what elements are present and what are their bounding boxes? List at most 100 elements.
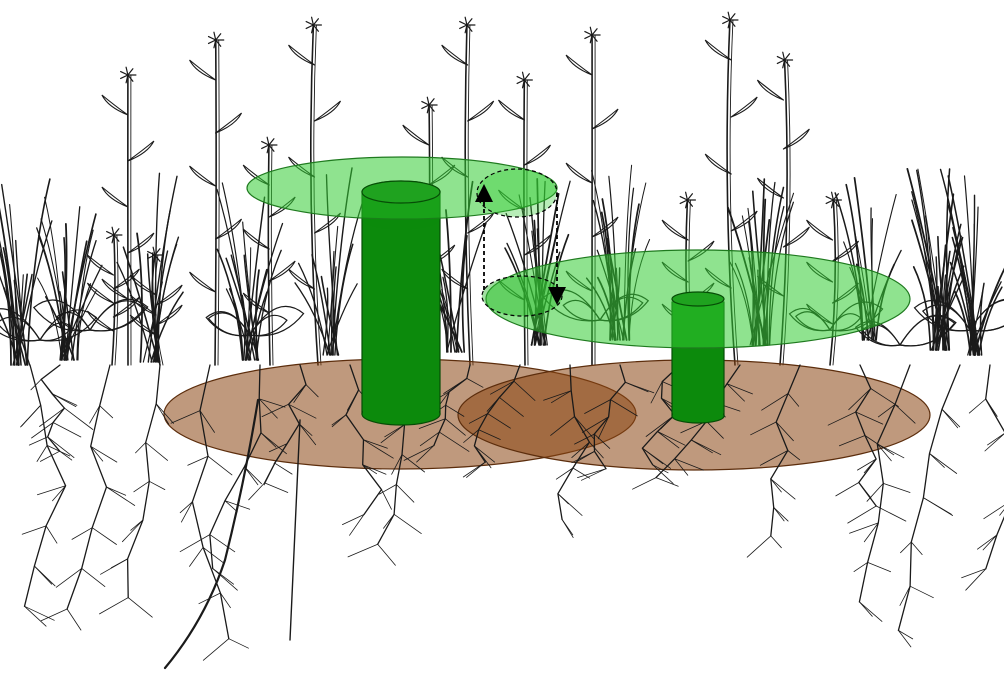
sketch-line xyxy=(181,501,193,523)
sketch-line xyxy=(3,287,27,366)
sketch-line xyxy=(572,467,591,479)
sketch-line xyxy=(428,98,435,106)
sketch-line xyxy=(831,240,860,262)
sketch-line xyxy=(466,18,473,26)
sketch-line xyxy=(473,364,521,463)
sketch-line xyxy=(913,299,971,332)
sketch-line xyxy=(909,585,934,599)
sketch-line xyxy=(574,416,594,439)
sketch-line xyxy=(463,429,480,443)
canopy-overlap-upper xyxy=(476,168,558,218)
sketch-line xyxy=(244,466,259,486)
sketch-line xyxy=(215,39,222,47)
sketch-line xyxy=(261,144,270,150)
sketch-line xyxy=(574,433,595,445)
sketch-line xyxy=(207,455,233,476)
stem-short-top xyxy=(671,291,725,307)
sketch-line xyxy=(71,239,97,361)
sketch-line xyxy=(441,44,469,66)
sketch-line xyxy=(157,209,171,363)
sketch-line xyxy=(466,461,486,478)
sketch-line xyxy=(40,608,68,622)
sketch-line xyxy=(839,435,866,447)
sketch-line xyxy=(179,501,193,514)
sketch-line xyxy=(51,393,78,406)
sketch-line xyxy=(26,178,51,366)
sketch-line xyxy=(207,39,217,45)
sketch-line xyxy=(0,312,20,366)
sketch-line xyxy=(726,383,745,402)
sketch-line xyxy=(859,601,883,622)
sketch-line xyxy=(242,228,270,250)
sketch-line xyxy=(216,248,244,361)
sketch-line xyxy=(770,478,782,493)
sketch-line xyxy=(523,79,526,366)
sketch-line xyxy=(847,505,877,524)
sketch-line xyxy=(130,519,144,531)
sketch-line xyxy=(632,477,657,490)
sketch-line xyxy=(882,483,911,493)
sketch-line xyxy=(214,112,243,134)
sketch-line xyxy=(661,219,689,241)
sketch-line xyxy=(288,268,316,290)
sketch-line xyxy=(418,418,446,429)
sketch-line xyxy=(2,247,16,366)
sketch-line xyxy=(0,316,41,342)
sketch-line xyxy=(56,311,91,332)
sketch-line xyxy=(212,568,238,591)
sketch-line xyxy=(268,260,296,282)
sketch-line xyxy=(487,413,511,429)
sketch-line xyxy=(853,562,868,572)
sketch-line xyxy=(983,504,1004,520)
sketch-line xyxy=(969,299,1004,332)
sketch-line xyxy=(497,99,526,121)
sketch-line xyxy=(652,464,674,484)
sketch-line xyxy=(24,605,47,627)
sketch-line xyxy=(906,167,948,351)
plant-illustration xyxy=(0,11,1004,366)
sketch-line xyxy=(89,300,146,332)
sketch-line xyxy=(467,100,495,122)
sketch-line xyxy=(474,445,495,463)
sketch-line xyxy=(349,514,365,536)
sketch-line xyxy=(685,199,689,209)
sketch-line xyxy=(32,299,91,332)
sketch-line xyxy=(146,253,161,363)
sketch-line xyxy=(937,235,950,351)
sketch-line xyxy=(230,254,256,361)
sketch-line xyxy=(650,381,663,404)
sketch-line xyxy=(426,104,430,114)
sketch-line xyxy=(806,219,834,241)
sketch-line xyxy=(782,226,810,248)
sketch-line xyxy=(624,381,649,393)
sketch-line xyxy=(248,482,265,501)
sketch-line xyxy=(571,441,590,458)
sketch-line xyxy=(153,243,178,363)
sketch-line xyxy=(704,39,732,61)
sketch-line xyxy=(125,74,129,84)
sketch-line xyxy=(642,447,664,465)
sketch-line xyxy=(401,454,425,473)
sketch-line xyxy=(39,309,98,342)
sketch-line xyxy=(261,403,289,417)
sketch-line xyxy=(86,282,114,304)
sketch-line xyxy=(381,489,392,510)
sketch-line xyxy=(261,140,270,146)
sketch-line xyxy=(516,75,525,81)
sketch-line xyxy=(322,287,329,356)
sketch-line xyxy=(249,314,288,337)
sketch-line xyxy=(894,404,916,424)
sketch-line xyxy=(899,315,956,347)
sketch-line xyxy=(832,199,839,207)
sketch-line xyxy=(419,431,440,447)
sketch-line xyxy=(189,59,217,81)
sketch-line xyxy=(52,422,82,438)
sketch-line xyxy=(15,239,28,366)
sketch-line xyxy=(982,534,998,551)
sketch-line xyxy=(305,384,319,398)
sketch-line xyxy=(249,305,305,337)
sketch-line xyxy=(490,380,515,395)
sketch-line xyxy=(750,421,777,436)
sketch-line xyxy=(679,199,689,205)
sketch-line xyxy=(591,108,619,130)
